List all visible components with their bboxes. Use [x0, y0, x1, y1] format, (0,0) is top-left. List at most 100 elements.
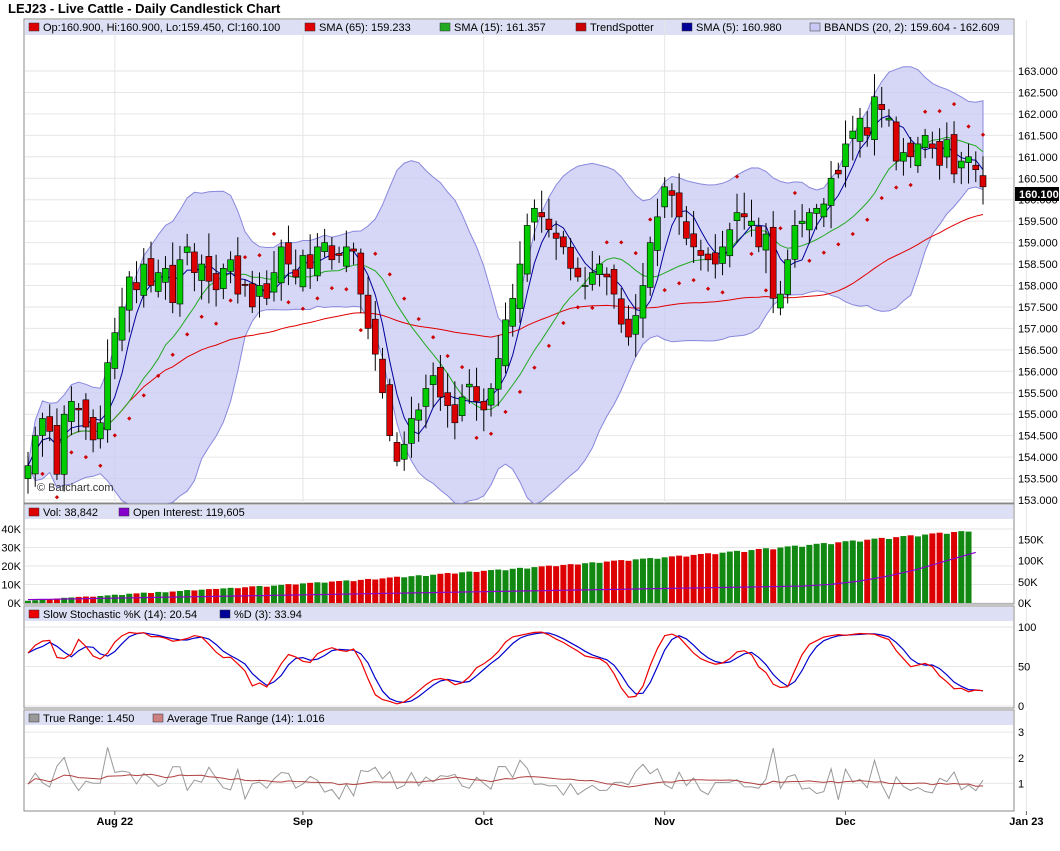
volume-bar	[249, 586, 256, 603]
x-tick-label: Nov	[654, 816, 676, 828]
candle-body	[248, 283, 256, 308]
candle-body	[842, 143, 849, 167]
candle-body	[400, 443, 408, 460]
stoch-k-legend-item-swatch	[28, 609, 40, 619]
volume-bar	[567, 564, 574, 603]
true-range-legend-bar	[25, 711, 1013, 725]
volume-bar	[820, 543, 827, 603]
trendspotter-dot	[894, 185, 899, 190]
volume-bar	[459, 572, 466, 603]
volume-bar	[82, 596, 89, 603]
stochastic-grid	[25, 626, 1013, 707]
price-tick-label: 155.000	[1018, 409, 1058, 421]
volume-bar	[90, 596, 97, 603]
trendspotter-dot	[503, 409, 508, 415]
volume-bar	[401, 577, 408, 603]
candle-body	[314, 246, 321, 277]
candle-body	[784, 259, 791, 295]
volume-bar	[799, 546, 806, 603]
candle-body	[943, 139, 951, 158]
trendspotter-dot	[546, 343, 552, 348]
volume-axes: 0K 10K 20K 30K 40K 0K 50K 100K 150K	[1, 524, 1044, 610]
volume-bar	[683, 556, 690, 603]
candle-body	[545, 218, 553, 231]
price-tick-label: 162.500	[1018, 87, 1058, 99]
sma65-legend-item: SMA (65): 159.233	[319, 22, 411, 34]
candle-body	[581, 285, 589, 287]
candle-body	[256, 285, 263, 297]
candle-body	[299, 255, 307, 288]
volume-legend-item: Vol: 38,842	[43, 507, 98, 519]
candle-body	[147, 258, 155, 286]
volume-bar	[422, 575, 429, 603]
trendspotter-dot	[590, 305, 595, 310]
trendspotter-dot	[459, 364, 465, 370]
candle-body	[321, 242, 328, 252]
true-range-grid	[25, 731, 1013, 784]
volume-bar	[849, 540, 856, 603]
stoch-k-line	[27, 631, 984, 705]
trendspotter-dot	[850, 231, 855, 237]
volume-bar	[328, 581, 335, 603]
candle-body	[263, 283, 271, 299]
volume-legend: Vol: 38,842 Open Interest: 119,605	[28, 507, 245, 519]
candle-body	[270, 272, 278, 293]
candle-body	[531, 207, 538, 223]
x-tick-label: Sep	[293, 816, 313, 828]
volume-bar	[885, 538, 892, 603]
candle-body	[357, 252, 365, 295]
candle-body	[907, 142, 914, 158]
open-interest-line	[27, 551, 976, 601]
candle-body	[697, 250, 705, 256]
candle-body	[979, 175, 987, 188]
candle-body	[458, 396, 466, 417]
candle-body	[646, 242, 654, 288]
candle-body	[205, 256, 213, 282]
volume-bar	[495, 569, 502, 603]
candle-body	[227, 259, 234, 272]
sma65-legend-item-swatch	[304, 22, 316, 32]
trendspotter-dot	[242, 255, 248, 260]
candle-body	[473, 386, 480, 402]
trendspotter-dot	[749, 251, 754, 256]
volume-panel: Vol: 38,842 Open Interest: 119,605 0K 10K 2…	[1, 503, 1044, 610]
trendspotter-dot	[619, 240, 624, 245]
candle-body	[791, 225, 799, 260]
price-tick-label: 163.000	[1018, 66, 1058, 78]
candle-body	[632, 315, 640, 335]
candle-body	[589, 272, 596, 285]
last-price-box	[1015, 187, 1059, 201]
candle-body	[415, 409, 422, 421]
price-tick-label: 153.000	[1018, 495, 1058, 507]
price-legend: Op:160.900, Hi:160.900, Lo:159.450, Cl:1…	[28, 22, 1000, 34]
trendspotter-dot	[257, 253, 262, 258]
volume-bar	[726, 551, 733, 603]
volume-bar	[936, 532, 943, 603]
price-tick-label: 158.500	[1018, 259, 1058, 271]
price-tick-label: 154.500	[1018, 431, 1058, 443]
true-range-tick-label: 3	[1018, 727, 1024, 739]
true-range-legend: True Range: 1.450 Average True Range (14)…	[28, 713, 325, 725]
candle-body	[538, 212, 545, 218]
bbands-band	[27, 66, 984, 505]
volume-bar	[951, 531, 958, 603]
candle-body	[871, 96, 878, 140]
sma15-line	[27, 136, 984, 466]
true-range-tick-label: 1	[1018, 778, 1024, 790]
candle-body	[827, 177, 835, 206]
volume-bar	[625, 560, 632, 603]
volume-bar	[907, 535, 914, 603]
volume-bar	[871, 538, 878, 603]
candle-body	[140, 263, 148, 296]
candle-body	[162, 268, 169, 283]
trendspotter-dot	[865, 217, 870, 222]
candlesticks	[24, 74, 987, 494]
atr-line	[27, 773, 984, 788]
trendspotter-dot	[373, 251, 378, 256]
volume-right-tick: 150K	[1018, 535, 1044, 547]
candle-body	[726, 229, 734, 257]
volume-bar	[278, 584, 285, 603]
trendspotter-dot	[807, 258, 812, 263]
candle-body	[733, 212, 741, 221]
candle-body	[220, 268, 227, 289]
